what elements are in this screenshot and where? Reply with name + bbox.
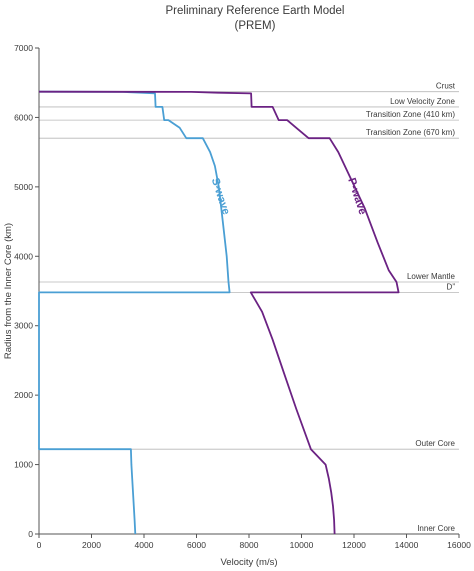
x-tick-label: 12000 [342,540,366,550]
boundary-label: Transition Zone (410 km) [366,110,455,119]
y-tick-label: 7000 [14,43,33,53]
boundary-label: Transition Zone (670 km) [366,128,455,137]
x-tick-label: 10000 [290,540,314,550]
x-tick-label: 2000 [82,540,101,550]
x-tick-label: 6000 [187,540,206,550]
y-tick-label: 2000 [14,390,33,400]
y-tick-label: 6000 [14,112,33,122]
x-tick-label: 16000 [447,540,471,550]
boundary-label: D” [447,282,456,291]
boundary-labels: Crust Low Velocity Zone Transition Zone (4… [366,82,456,533]
x-tick-label: 14000 [395,540,419,550]
y-tick-label: 4000 [14,251,33,261]
y-tick-label: 3000 [14,321,33,331]
boundary-label: Low Velocity Zone [390,97,455,106]
series-line-p-wave [38,90,400,535]
y-tick-label: 5000 [14,182,33,192]
x-tick-label: 0 [37,540,42,550]
x-tick-label: 8000 [240,540,259,550]
y-tick-label: 0 [28,529,33,539]
boundary-label: Lower Mantle [407,272,456,281]
boundary-label: Inner Core [417,524,455,533]
series-lines: S-wave P-wave [38,90,400,535]
y-axis-label: Radius from the Inner Core (km) [3,223,14,359]
x-tick-label: 4000 [135,540,154,550]
chart-subtitle: (PREM) [235,20,276,32]
series-label: P-wave [345,176,368,216]
boundary-label: Crust [436,82,456,91]
chart-title: Preliminary Reference Earth Model [166,5,345,17]
axes: 0 2000 4000 6000 8000 10000 12000 14000 16000 0 10… [14,43,471,550]
y-tick-label: 1000 [14,460,33,470]
series-label: S-wave [209,176,232,216]
series-line-s-wave [38,90,231,535]
boundary-label: Outer Core [415,439,455,448]
x-axis-label: Velocity (m/s) [220,557,277,568]
boundary-lines [39,91,459,450]
